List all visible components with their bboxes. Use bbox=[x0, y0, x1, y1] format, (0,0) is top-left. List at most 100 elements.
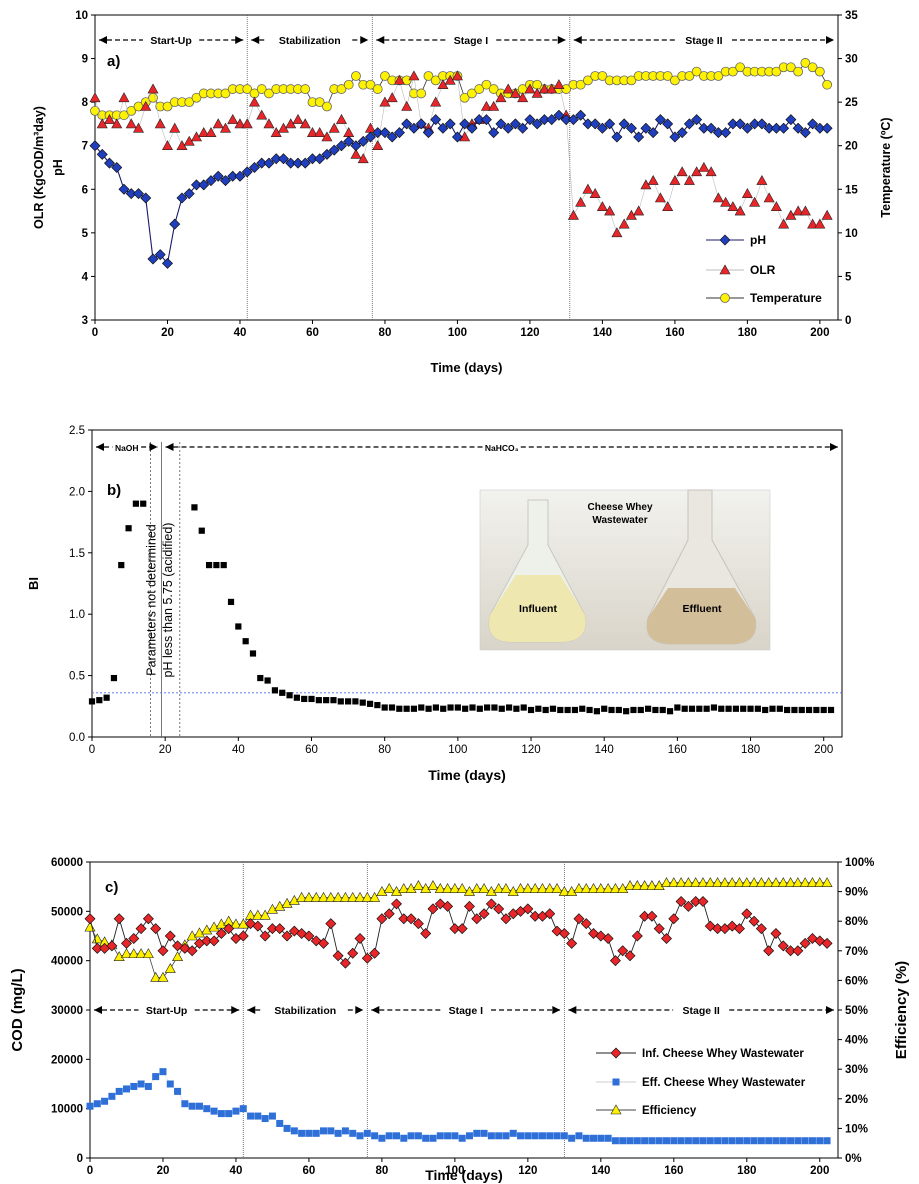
data-point bbox=[320, 1127, 328, 1135]
data-point bbox=[106, 940, 118, 952]
data-point bbox=[617, 945, 629, 957]
y-axis-title-ph: pH bbox=[51, 159, 65, 176]
data-point bbox=[799, 127, 811, 139]
data-point bbox=[662, 71, 673, 81]
data-point bbox=[683, 174, 695, 185]
x-tick-label: 20 bbox=[159, 744, 172, 756]
x-tick-label: 0 bbox=[89, 744, 95, 756]
panel-label: b) bbox=[107, 482, 121, 499]
data-point bbox=[648, 1137, 656, 1145]
data-point bbox=[449, 923, 461, 935]
data-point bbox=[515, 883, 527, 893]
legend-label: Inf. Cheese Whey Wastewater bbox=[642, 1048, 804, 1060]
data-point bbox=[662, 201, 674, 212]
data-point bbox=[248, 96, 260, 107]
y2-tick-label: 90% bbox=[845, 887, 868, 899]
data-point bbox=[208, 935, 220, 947]
data-point bbox=[733, 877, 745, 888]
data-point bbox=[604, 1134, 612, 1142]
data-point bbox=[383, 908, 395, 920]
data-point bbox=[383, 883, 395, 893]
data-point bbox=[234, 118, 246, 129]
data-point bbox=[144, 1082, 152, 1090]
data-point bbox=[241, 166, 253, 178]
data-point bbox=[408, 70, 420, 81]
stage-label: Start-Up bbox=[146, 1005, 187, 1017]
data-point bbox=[480, 114, 492, 126]
data-point bbox=[799, 877, 811, 888]
data-point bbox=[349, 1129, 357, 1137]
data-point bbox=[484, 704, 491, 711]
data-point bbox=[89, 140, 101, 152]
data-point bbox=[254, 1112, 262, 1120]
data-point bbox=[458, 1134, 466, 1142]
data-point bbox=[749, 196, 761, 207]
data-point bbox=[456, 923, 468, 935]
data-point bbox=[256, 109, 268, 120]
data-point bbox=[640, 122, 652, 134]
data-point bbox=[332, 950, 344, 962]
data-point bbox=[602, 932, 614, 944]
data-point bbox=[256, 84, 267, 94]
data-point bbox=[561, 84, 572, 94]
data-point bbox=[308, 695, 315, 703]
x-tick-label: 200 bbox=[810, 327, 829, 339]
data-point bbox=[770, 201, 782, 212]
data-point bbox=[356, 1132, 364, 1140]
data-point bbox=[451, 70, 463, 81]
data-point bbox=[122, 1085, 130, 1093]
data-point bbox=[208, 921, 220, 932]
data-point bbox=[191, 504, 198, 511]
y2-tick-label: 0 bbox=[845, 315, 851, 327]
data-point bbox=[96, 697, 103, 704]
data-point bbox=[318, 891, 330, 902]
data-point bbox=[118, 183, 130, 195]
data-point bbox=[451, 1132, 459, 1140]
data-point bbox=[223, 923, 235, 935]
data-point bbox=[792, 877, 804, 888]
y-tick-label: 0 bbox=[77, 1153, 83, 1165]
data-point bbox=[150, 923, 162, 935]
data-point bbox=[142, 913, 154, 925]
data-point bbox=[763, 945, 775, 957]
data-point bbox=[198, 127, 210, 137]
data-point bbox=[418, 704, 425, 711]
legend-label: Temperature bbox=[750, 291, 822, 305]
data-point bbox=[118, 92, 130, 103]
data-point bbox=[814, 122, 826, 134]
data-point bbox=[186, 945, 198, 957]
x-tick-label: 20 bbox=[157, 1165, 170, 1177]
y-tick-label: 1.5 bbox=[69, 548, 85, 560]
chart-panel-c: 0 20 40 60 80 100 120 140 160 180 200 0 10000 20000 30… bbox=[9, 857, 910, 1183]
data-point bbox=[633, 1137, 641, 1145]
data-point bbox=[777, 877, 789, 888]
data-point bbox=[500, 913, 512, 925]
data-point bbox=[571, 706, 579, 714]
data-point bbox=[601, 705, 608, 712]
data-point bbox=[725, 705, 732, 712]
data-point bbox=[473, 1129, 481, 1137]
data-point bbox=[247, 1112, 255, 1120]
data-point bbox=[625, 122, 637, 134]
data-point bbox=[315, 697, 322, 704]
x-tick-label: 200 bbox=[810, 1165, 829, 1177]
data-point bbox=[478, 883, 490, 893]
data-point bbox=[480, 100, 492, 111]
data-point bbox=[381, 704, 388, 711]
y2-tick-label: 0% bbox=[845, 1153, 862, 1165]
data-point bbox=[128, 948, 140, 959]
data-point bbox=[392, 1132, 400, 1140]
data-point bbox=[705, 122, 717, 134]
data-point bbox=[799, 205, 811, 216]
data-point bbox=[538, 1132, 546, 1140]
stage-arrow-head bbox=[235, 36, 244, 44]
data-point bbox=[524, 1132, 532, 1140]
data-point bbox=[372, 127, 384, 139]
data-point bbox=[347, 947, 359, 959]
data-point bbox=[242, 84, 253, 94]
stage-arrow-head bbox=[568, 1006, 577, 1014]
data-point bbox=[785, 945, 797, 957]
data-point bbox=[380, 71, 390, 81]
data-point bbox=[531, 118, 543, 130]
data-point bbox=[822, 79, 833, 90]
